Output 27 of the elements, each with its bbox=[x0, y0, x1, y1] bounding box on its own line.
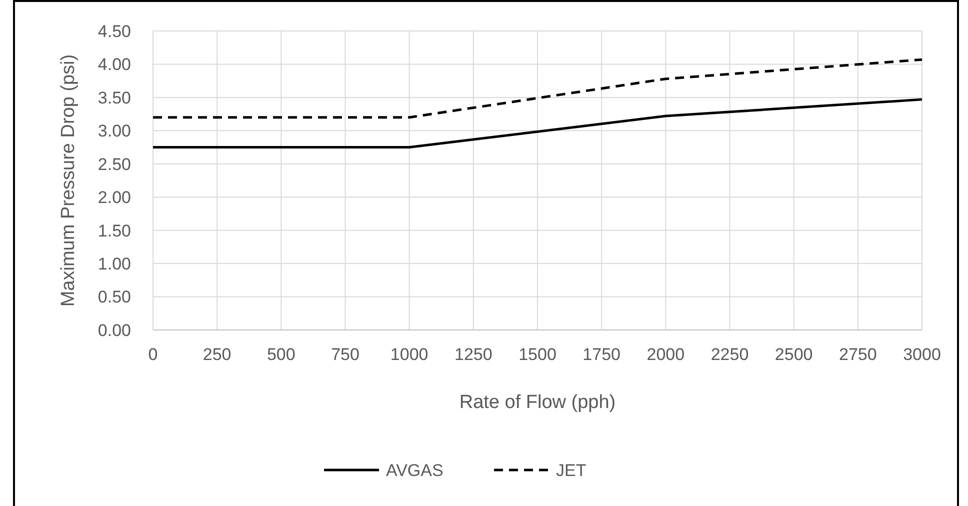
x-tick-label: 2500 bbox=[774, 345, 813, 364]
legend-label: AVGAS bbox=[386, 460, 444, 480]
y-tick-label: 2.50 bbox=[98, 154, 131, 174]
y-axis-title: Maximum Pressure Drop (psi) bbox=[58, 54, 79, 307]
x-tick-label: 1750 bbox=[582, 345, 620, 364]
y-tick-label: 2.00 bbox=[98, 188, 131, 208]
y-tick-label: 0.50 bbox=[98, 288, 131, 307]
x-tick-label: 1000 bbox=[390, 345, 428, 364]
x-tick-label: 250 bbox=[202, 345, 232, 364]
x-tick-label: 3000 bbox=[903, 345, 941, 364]
y-tick-label: 3.50 bbox=[98, 88, 131, 108]
x-tick-label: 750 bbox=[331, 345, 360, 364]
x-axis-title: Rate of Flow (pph) bbox=[459, 392, 616, 413]
x-tick-label: 2750 bbox=[839, 345, 877, 364]
x-tick-label: 2000 bbox=[646, 345, 685, 364]
y-tick-label: 4.50 bbox=[98, 22, 131, 41]
y-tick-label: 0.00 bbox=[98, 320, 131, 340]
y-tick-label: 1.00 bbox=[98, 254, 131, 274]
y-tick-label: 3.00 bbox=[98, 122, 131, 141]
x-tick-label: 1250 bbox=[454, 345, 492, 364]
x-tick-label: 0 bbox=[148, 345, 158, 364]
y-tick-label: 1.50 bbox=[98, 221, 131, 240]
y-tick-label: 4.00 bbox=[98, 55, 131, 74]
x-tick-label: 500 bbox=[266, 345, 296, 364]
x-tick-label: 1500 bbox=[518, 345, 556, 364]
x-tick-label: 2250 bbox=[710, 345, 749, 364]
legend-label: JET bbox=[556, 460, 586, 480]
